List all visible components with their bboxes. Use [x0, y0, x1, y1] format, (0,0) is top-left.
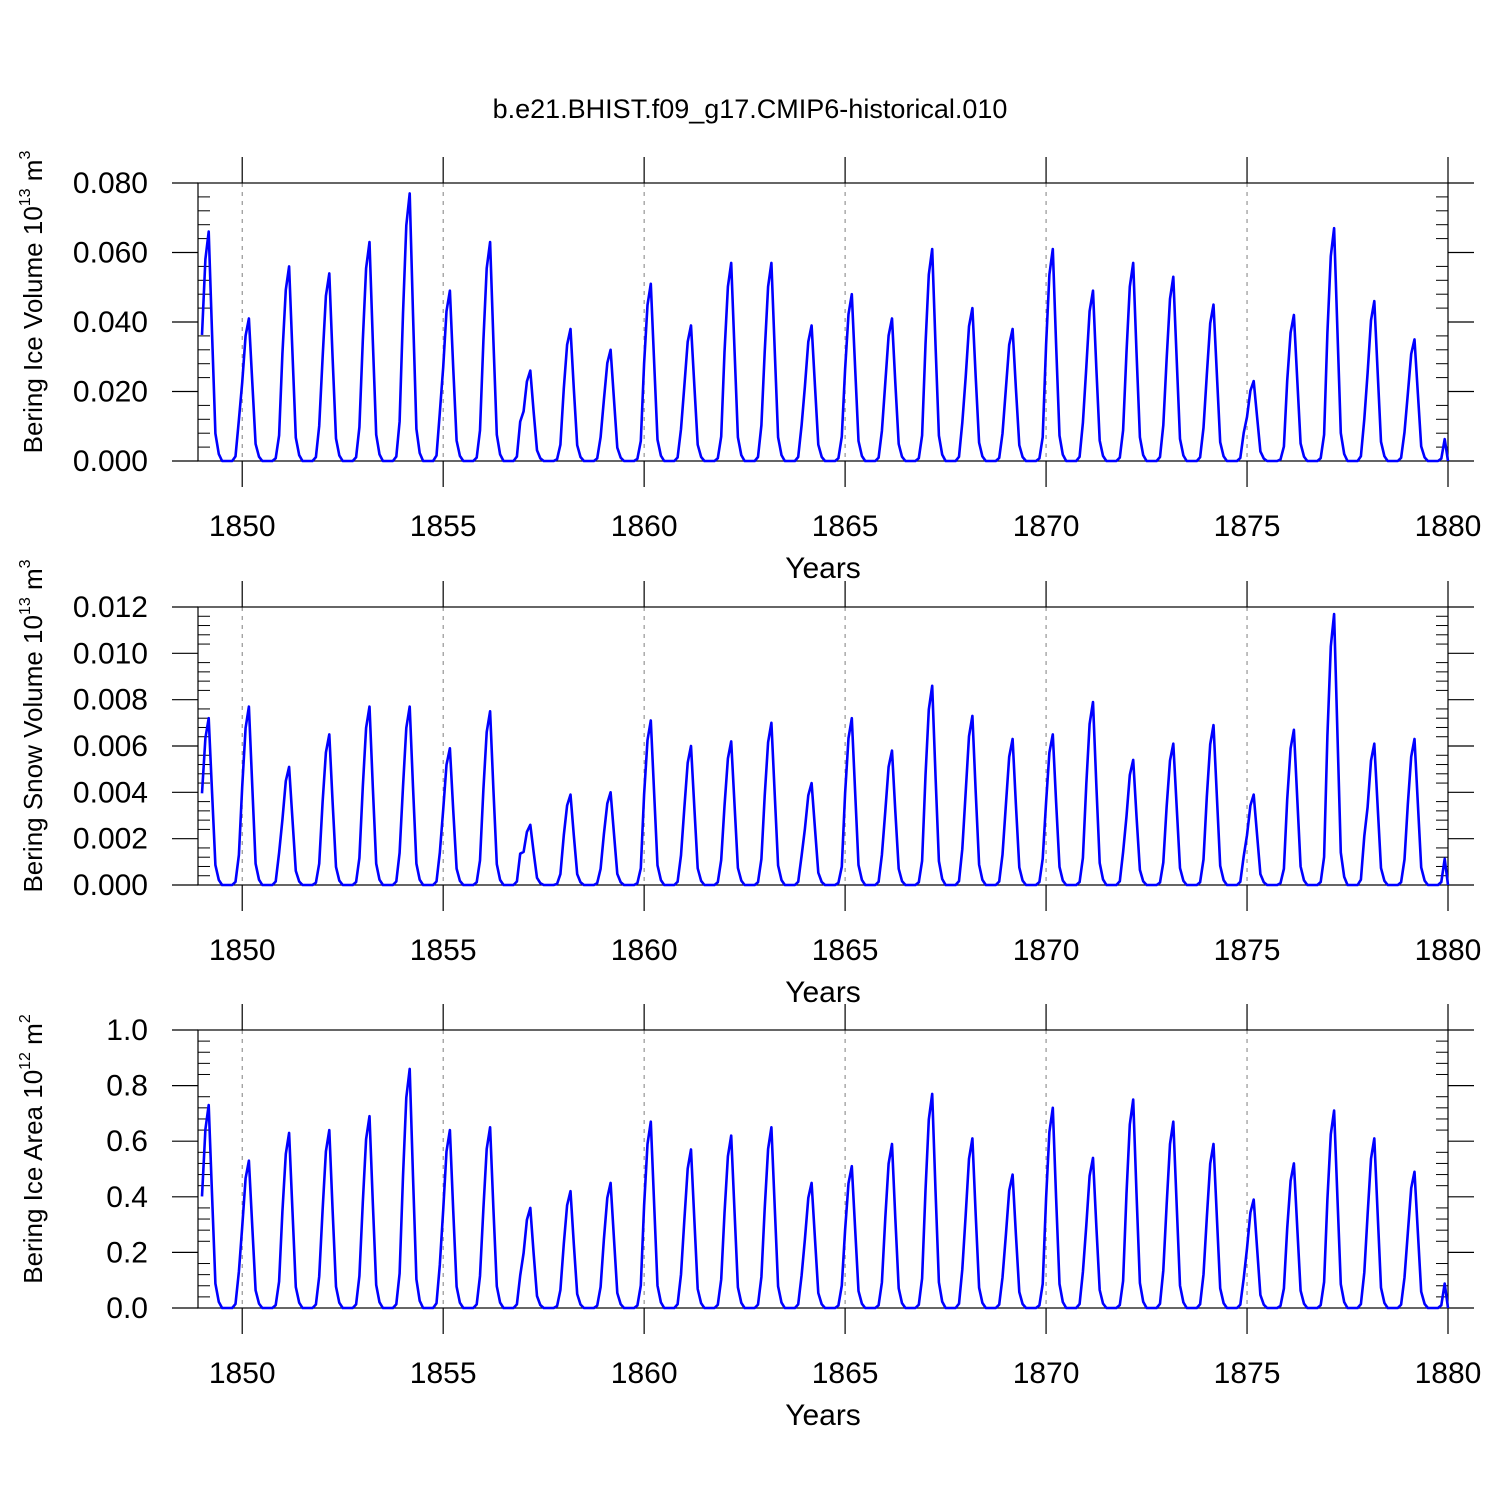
x-tick-label: 1850 [209, 1357, 276, 1390]
x-tick-label: 1875 [1214, 934, 1281, 967]
x-tick-label: 1880 [1415, 1357, 1482, 1390]
y-tick-label: 0.2 [106, 1236, 148, 1269]
x-tick-label: 1875 [1214, 1357, 1281, 1390]
x-tick-label: 1860 [611, 510, 678, 543]
y-tick-label: 0.040 [73, 306, 148, 339]
y-tick-label: 0.002 [73, 823, 148, 856]
y-tick-label: 0.000 [73, 869, 148, 902]
ice-volume-panel: 0.000 0.020 0.040 0.060 0.080 1850 1855 1860 186… [17, 151, 1481, 585]
y-tick-label: 0.006 [73, 730, 148, 763]
x-axis-label: Years [785, 552, 861, 585]
y-tick-label: 0.0 [106, 1292, 148, 1325]
x-tick-label: 1860 [611, 1357, 678, 1390]
data-line [200, 612, 1450, 887]
x-tick-label: 1850 [209, 510, 276, 543]
x-tick-label: 1850 [209, 934, 276, 967]
y-tick-label: 0.060 [73, 237, 148, 270]
x-tick-label: 1855 [410, 510, 477, 543]
x-tick-label: 1860 [611, 934, 678, 967]
plot-frame [197, 606, 1449, 886]
y-tick-label: 0.8 [106, 1070, 148, 1103]
y-tick-label: 1.0 [106, 1014, 148, 1047]
figure-title: b.e21.BHIST.f09_g17.CMIP6-historical.010 [493, 94, 1008, 124]
y-tick-label: 0.6 [106, 1125, 148, 1158]
x-axis-label: Years [785, 1399, 861, 1432]
x-tick-label: 1880 [1415, 510, 1482, 543]
y-tick-label: 0.020 [73, 376, 148, 409]
plot-frame [197, 1029, 1449, 1309]
y-tick-label: 0.012 [73, 591, 148, 624]
x-tick-label: 1855 [410, 1357, 477, 1390]
data-line [200, 1067, 1450, 1310]
y-tick-label: 0.4 [106, 1181, 148, 1214]
data-line [200, 192, 1450, 463]
snow-volume-panel: 0.000 0.002 0.004 0.006 0.008 0.010 0.012 1850 1… [17, 559, 1481, 1009]
y-axis-label: Bering Snow Volume 1013 m3 [17, 559, 48, 892]
y-tick-label: 0.004 [73, 776, 148, 809]
x-tick-label: 1875 [1214, 510, 1281, 543]
y-tick-label: 0.080 [73, 167, 148, 200]
x-tick-label: 1870 [1013, 510, 1080, 543]
x-axis-label: Years [785, 976, 861, 1009]
x-tick-label: 1865 [812, 510, 879, 543]
y-axis-label: Bering Ice Volume 1013 m3 [17, 151, 48, 454]
ice-area-panel: 0.0 0.2 0.4 0.6 0.8 1.0 1850 1855 1860 1865 1870 18… [17, 1004, 1481, 1432]
y-axis-label: Bering Ice Area 1012 m2 [17, 1014, 48, 1284]
x-tick-label: 1870 [1013, 1357, 1080, 1390]
x-tick-label: 1865 [812, 934, 879, 967]
x-tick-label: 1865 [812, 1357, 879, 1390]
y-tick-label: 0.008 [73, 684, 148, 717]
y-tick-label: 0.000 [73, 445, 148, 478]
plot-frame [197, 182, 1449, 462]
x-tick-label: 1855 [410, 934, 477, 967]
y-tick-label: 0.010 [73, 637, 148, 670]
x-tick-label: 1880 [1415, 934, 1482, 967]
x-tick-label: 1870 [1013, 934, 1080, 967]
